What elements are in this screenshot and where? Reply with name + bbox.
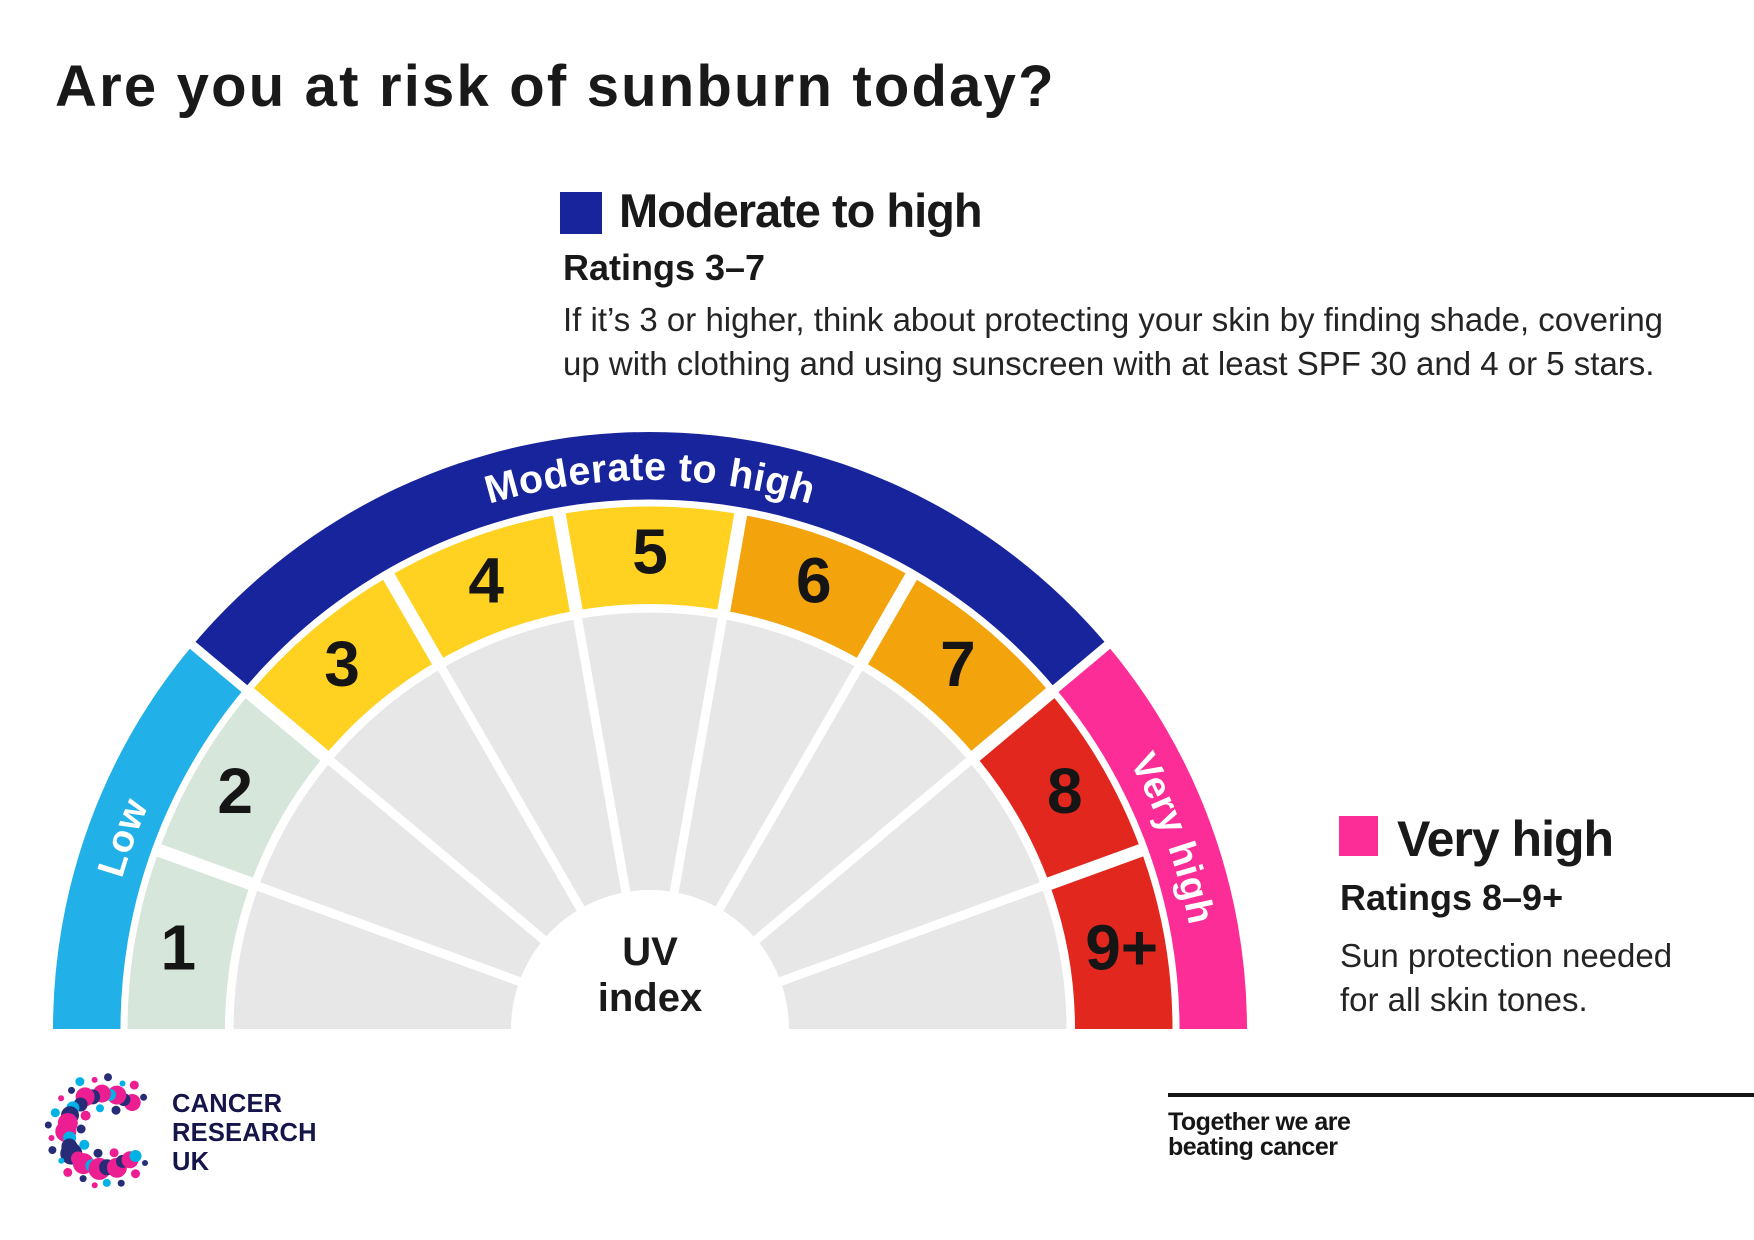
svg-text:7: 7 — [940, 628, 976, 700]
svg-text:2: 2 — [217, 755, 253, 827]
svg-text:UV: UV — [622, 930, 678, 974]
svg-text:8: 8 — [1047, 755, 1083, 827]
svg-text:4: 4 — [468, 545, 504, 617]
svg-text:3: 3 — [324, 628, 360, 700]
svg-text:9+: 9+ — [1085, 911, 1158, 983]
svg-text:6: 6 — [796, 545, 832, 617]
svg-text:index: index — [598, 976, 702, 1020]
svg-text:1: 1 — [161, 911, 197, 983]
svg-text:5: 5 — [632, 516, 668, 588]
